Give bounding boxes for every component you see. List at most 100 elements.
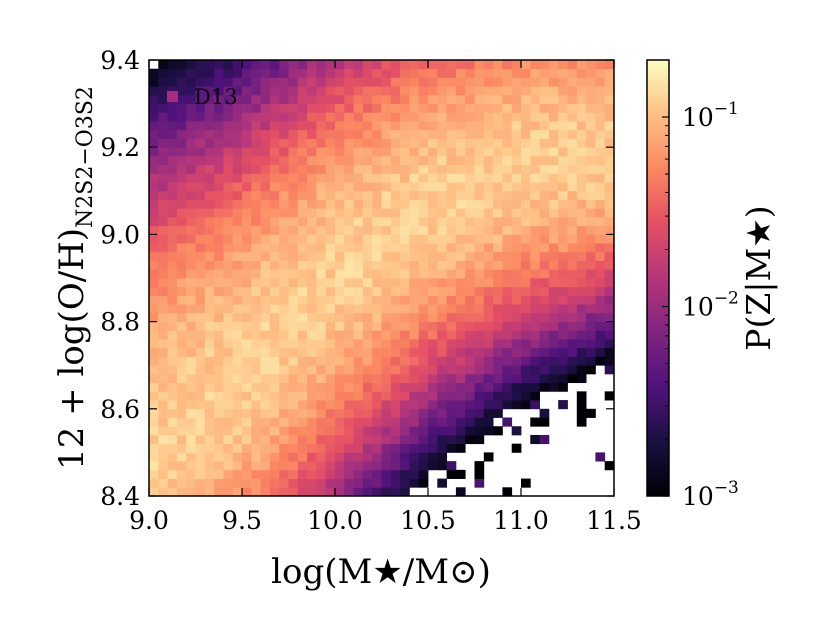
heatmap-cell	[195, 208, 206, 218]
heatmap-cell	[576, 304, 587, 314]
heatmap-cell	[353, 469, 364, 479]
heatmap-cell	[567, 112, 578, 122]
heatmap-cell	[223, 382, 234, 392]
heatmap-cell	[390, 278, 401, 288]
heatmap-cell	[242, 286, 252, 296]
heatmap-cell	[576, 347, 587, 357]
heatmap-cell	[483, 173, 494, 183]
heatmap-cell	[437, 147, 447, 157]
heatmap-cell	[297, 112, 308, 122]
heatmap-cell	[558, 173, 568, 183]
heatmap-cell	[446, 260, 457, 270]
heatmap-cell	[344, 190, 354, 200]
heatmap-cell	[362, 199, 373, 209]
heatmap-cell	[428, 182, 438, 192]
heatmap-cell	[307, 391, 317, 401]
heatmap-cell	[558, 278, 568, 288]
plot-frame	[148, 59, 615, 497]
heatmap-cell	[223, 478, 234, 488]
heatmap-cell	[353, 417, 364, 427]
heatmap-cell	[288, 356, 299, 366]
heatmap-cell	[316, 190, 327, 200]
heatmap-cell	[242, 68, 252, 78]
heatmap-cell	[390, 103, 401, 113]
heatmap-cell	[353, 295, 364, 305]
heatmap-cell	[242, 321, 252, 331]
heatmap-cell	[353, 400, 364, 410]
heatmap-cell	[372, 356, 382, 366]
heatmap-cell	[167, 356, 178, 366]
heatmap-cell	[595, 304, 606, 314]
heatmap-cell	[223, 278, 234, 288]
heatmap-cell	[558, 182, 568, 192]
heatmap-cell	[223, 339, 234, 349]
heatmap-cell	[335, 278, 345, 288]
heatmap-cell	[437, 68, 447, 78]
heatmap-cell	[279, 478, 289, 488]
heatmap-cell	[297, 365, 308, 375]
heatmap-cell	[567, 216, 578, 227]
heatmap-cell	[558, 112, 568, 122]
heatmap-cell	[502, 400, 513, 410]
heatmap-cell	[325, 365, 336, 375]
heatmap-cell	[167, 60, 178, 70]
heatmap-cell	[511, 208, 522, 218]
heatmap-cell	[251, 304, 261, 314]
heatmap-cell	[204, 434, 215, 445]
heatmap-cell	[539, 225, 550, 235]
heatmap-cell	[474, 382, 485, 392]
heatmap-cell	[400, 243, 410, 253]
heatmap-cell	[400, 347, 410, 357]
heatmap-cell	[390, 94, 401, 104]
heatmap-cell	[586, 251, 596, 261]
heatmap-cell	[353, 461, 364, 471]
heatmap-cell	[502, 251, 513, 261]
heatmap-cell	[558, 269, 568, 279]
heatmap-cell	[530, 121, 540, 131]
heatmap-cell	[390, 356, 401, 366]
heatmap-cell	[307, 129, 317, 139]
heatmap-cell	[400, 234, 410, 244]
heatmap-cell	[335, 68, 345, 78]
heatmap-cell	[428, 295, 438, 305]
heatmap-cell	[176, 286, 187, 296]
heatmap-cell	[530, 330, 540, 340]
heatmap-cell	[167, 417, 178, 427]
heatmap-cell	[558, 68, 568, 78]
heatmap-cell	[251, 330, 261, 340]
heatmap-cell	[483, 286, 494, 296]
heatmap-cell	[539, 286, 550, 296]
heatmap-cell	[260, 382, 271, 392]
heatmap-cell	[176, 121, 187, 131]
heatmap-cell	[288, 251, 299, 261]
heatmap-cell	[502, 269, 513, 279]
heatmap-cell	[269, 243, 280, 253]
heatmap-cell	[269, 251, 280, 261]
heatmap-cell	[530, 417, 540, 427]
heatmap-cell	[251, 103, 261, 113]
heatmap-cell	[279, 86, 289, 96]
heatmap-cell	[195, 452, 206, 462]
heatmap-cell	[493, 86, 503, 96]
heatmap-cell	[335, 478, 345, 488]
heatmap-cell	[418, 443, 429, 453]
heatmap-cell	[316, 461, 327, 471]
heatmap-cell	[502, 173, 513, 183]
heatmap-cell	[381, 365, 392, 375]
heatmap-cell	[353, 251, 364, 261]
heatmap-cell	[344, 243, 354, 253]
heatmap-cell	[176, 77, 187, 87]
heatmap-cell	[548, 365, 559, 375]
heatmap-cell	[297, 469, 308, 479]
heatmap-cell	[548, 278, 559, 288]
heatmap-cell	[279, 60, 289, 70]
heatmap-cell	[428, 434, 438, 445]
heatmap-cell	[260, 478, 271, 488]
heatmap-cell	[511, 269, 522, 279]
heatmap-cell	[297, 121, 308, 131]
heatmap-cell	[335, 426, 345, 436]
heatmap-cell	[362, 373, 373, 384]
heatmap-cell	[530, 391, 540, 401]
heatmap-cell	[511, 373, 522, 384]
